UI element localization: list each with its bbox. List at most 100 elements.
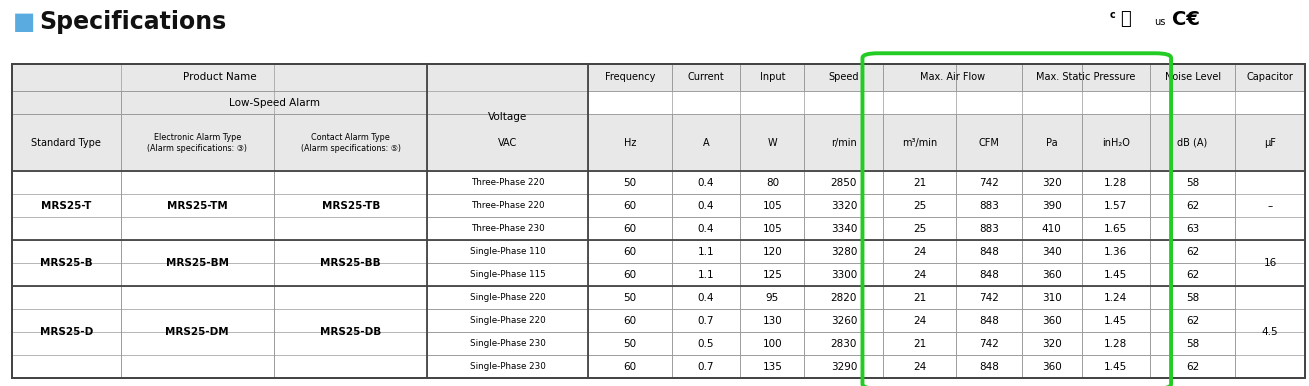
Bar xyxy=(428,286,589,309)
Text: 0.4: 0.4 xyxy=(698,224,715,234)
Bar xyxy=(672,194,741,217)
Text: Single-Phase 230: Single-Phase 230 xyxy=(470,339,546,348)
Bar xyxy=(1081,286,1151,309)
Text: 2820: 2820 xyxy=(831,293,857,303)
Text: W: W xyxy=(767,138,778,148)
Bar xyxy=(1151,332,1236,355)
Bar xyxy=(12,171,120,194)
Bar xyxy=(1081,194,1151,217)
Text: MRS25-DB: MRS25-DB xyxy=(321,327,381,337)
Bar xyxy=(741,171,805,194)
Text: 80: 80 xyxy=(766,178,779,188)
Text: Max. Static Pressure: Max. Static Pressure xyxy=(1037,72,1136,82)
Bar xyxy=(1081,309,1151,332)
Bar xyxy=(884,194,957,217)
Text: 130: 130 xyxy=(763,316,783,326)
Bar xyxy=(428,217,589,240)
Text: 0.5: 0.5 xyxy=(698,339,715,349)
Text: 50: 50 xyxy=(623,178,636,188)
Bar xyxy=(589,171,672,194)
Text: Noise Level: Noise Level xyxy=(1165,72,1221,82)
Bar xyxy=(120,355,274,378)
Bar xyxy=(12,217,120,240)
Text: 1.45: 1.45 xyxy=(1105,270,1127,280)
Text: 21: 21 xyxy=(914,293,927,303)
Bar xyxy=(1022,64,1081,91)
Bar xyxy=(12,171,120,240)
Bar xyxy=(672,115,741,171)
Text: Specifications: Specifications xyxy=(39,10,226,34)
Text: 16: 16 xyxy=(1263,258,1276,268)
Text: 60: 60 xyxy=(623,270,636,280)
Bar xyxy=(957,217,1022,240)
Bar xyxy=(274,309,428,332)
Text: 58: 58 xyxy=(1186,339,1199,349)
Bar xyxy=(12,263,120,286)
Bar xyxy=(428,240,589,263)
Bar xyxy=(672,355,741,378)
Bar xyxy=(120,286,274,309)
Bar xyxy=(1236,171,1305,240)
Bar xyxy=(672,309,741,332)
Bar xyxy=(12,286,120,378)
Bar xyxy=(1081,115,1151,171)
Text: 1.45: 1.45 xyxy=(1105,362,1127,372)
Text: 410: 410 xyxy=(1042,224,1062,234)
Bar xyxy=(274,194,428,217)
Text: 3300: 3300 xyxy=(831,270,857,280)
Text: us: us xyxy=(1155,17,1166,27)
Text: 62: 62 xyxy=(1186,362,1199,372)
Text: 1.45: 1.45 xyxy=(1105,316,1127,326)
Text: 50: 50 xyxy=(623,293,636,303)
Bar xyxy=(274,286,428,309)
Text: 2830: 2830 xyxy=(831,339,857,349)
Text: Single-Phase 230: Single-Phase 230 xyxy=(470,362,546,371)
Bar xyxy=(884,332,957,355)
Bar xyxy=(1236,263,1305,286)
Bar xyxy=(12,309,120,332)
Text: MRS25-BM: MRS25-BM xyxy=(166,258,229,268)
Bar xyxy=(672,217,741,240)
Bar xyxy=(884,115,957,171)
Bar xyxy=(1151,309,1236,332)
Bar xyxy=(120,115,274,171)
Bar xyxy=(589,115,672,171)
Text: Voltage: Voltage xyxy=(488,112,528,122)
Text: 62: 62 xyxy=(1186,201,1199,211)
Bar xyxy=(741,115,805,171)
Text: Three-Phase 220: Three-Phase 220 xyxy=(471,201,545,210)
Text: inH₂O: inH₂O xyxy=(1102,138,1130,148)
Bar xyxy=(805,309,884,332)
Text: 95: 95 xyxy=(766,293,779,303)
Text: 0.7: 0.7 xyxy=(698,316,715,326)
Bar xyxy=(1236,240,1305,263)
Text: Product Name: Product Name xyxy=(183,72,257,82)
Text: 360: 360 xyxy=(1042,362,1062,372)
Text: MRS25-TM: MRS25-TM xyxy=(168,201,228,211)
Text: Speed: Speed xyxy=(829,72,859,82)
Text: 120: 120 xyxy=(763,247,783,257)
Bar xyxy=(1236,240,1305,286)
Bar xyxy=(120,309,274,332)
Bar xyxy=(589,355,672,378)
Bar xyxy=(741,64,805,91)
Bar xyxy=(1151,263,1236,286)
Bar xyxy=(1236,332,1305,355)
Text: m³/min: m³/min xyxy=(902,138,937,148)
Text: c: c xyxy=(1110,10,1115,20)
Text: 3280: 3280 xyxy=(831,247,857,257)
Bar xyxy=(120,332,274,355)
Text: Standard Type: Standard Type xyxy=(31,138,101,148)
Bar xyxy=(957,171,1022,194)
Text: Single-Phase 220: Single-Phase 220 xyxy=(470,293,546,302)
Text: 135: 135 xyxy=(762,362,783,372)
Text: 125: 125 xyxy=(762,270,783,280)
Text: 62: 62 xyxy=(1186,270,1199,280)
Text: Frequency: Frequency xyxy=(605,72,656,82)
Text: –: – xyxy=(1267,201,1272,211)
Bar xyxy=(428,263,589,286)
Bar xyxy=(1022,286,1081,309)
Text: MRS25-TB: MRS25-TB xyxy=(322,201,380,211)
Bar xyxy=(120,171,274,194)
Text: Hz: Hz xyxy=(624,138,636,148)
